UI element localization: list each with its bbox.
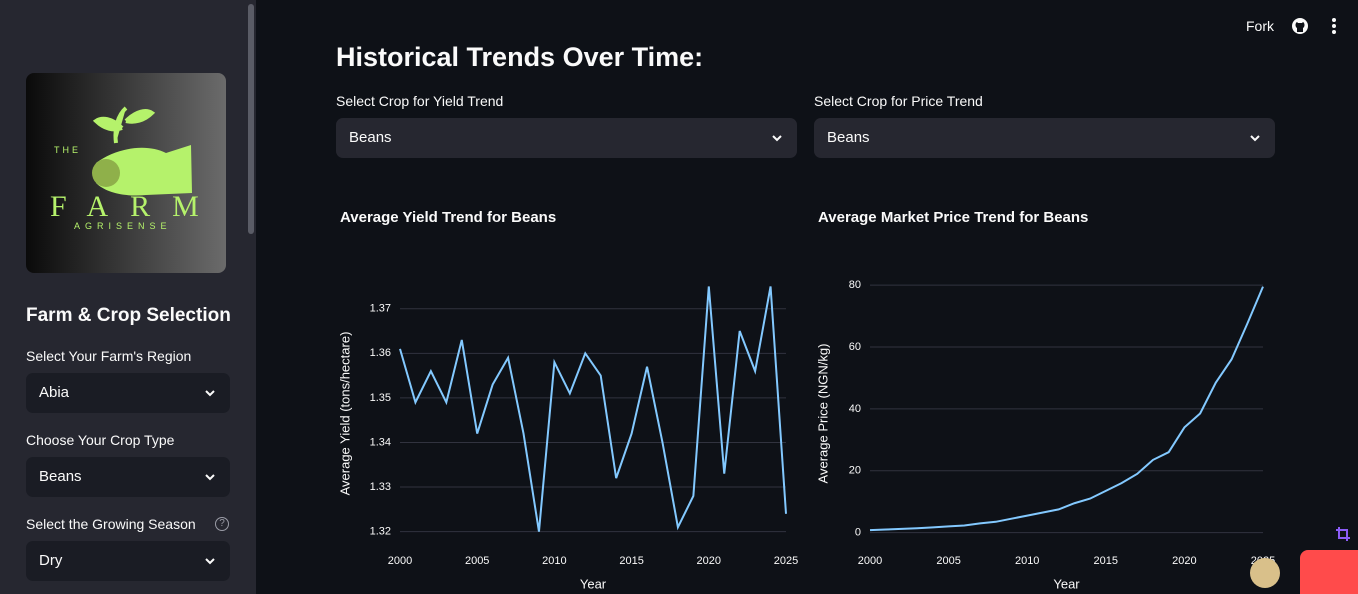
- x-tick-label: 2010: [1015, 555, 1039, 567]
- chart-title: Average Yield Trend for Beans: [340, 209, 556, 226]
- yield-select-label: Select Crop for Yield Trend: [336, 93, 504, 109]
- crop-select[interactable]: Beans: [26, 457, 230, 497]
- scrollbar[interactable]: [248, 4, 254, 234]
- x-tick-label: 2000: [858, 555, 882, 567]
- fork-button[interactable]: Fork: [1246, 18, 1274, 34]
- x-tick-label: 2020: [697, 555, 721, 567]
- y-axis-label: Average Yield (tons/hectare): [337, 332, 352, 496]
- chevron: [205, 558, 215, 565]
- season-value: Dry: [39, 552, 63, 569]
- sidebar: THE FARM AGRISENSE Farm & Crop Selection…: [0, 0, 256, 594]
- x-tick-label: 2025: [774, 555, 798, 567]
- region-label: Select Your Farm's Region: [26, 348, 192, 364]
- logo-tagline: AGRISENSE: [74, 221, 172, 231]
- y-tick-label: 1.32: [370, 526, 391, 538]
- logo: THE FARM AGRISENSE: [26, 73, 226, 273]
- chevron: [205, 474, 215, 481]
- chevron: [205, 390, 215, 397]
- page-title: Historical Trends Over Time:: [336, 42, 704, 72]
- y-tick-label: 1.35: [370, 392, 391, 404]
- region-value: Abia: [39, 384, 70, 401]
- status-badge[interactable]: [1300, 550, 1358, 594]
- yield-crop-value: Beans: [349, 129, 392, 146]
- logo-name: FARM: [50, 190, 221, 223]
- y-tick-label: 60: [849, 341, 861, 353]
- x-tick-label: 2000: [388, 555, 412, 567]
- price-select-label: Select Crop for Price Trend: [814, 93, 983, 109]
- chevron: [1250, 135, 1260, 142]
- menu-icon[interactable]: [1328, 17, 1340, 35]
- season-select[interactable]: Dry: [26, 541, 230, 581]
- y-tick-label: 80: [849, 279, 861, 291]
- season-label: Select the Growing Season: [26, 516, 196, 532]
- price-crop-value: Beans: [827, 129, 870, 146]
- region-select[interactable]: Abia: [26, 373, 230, 413]
- chevron: [772, 135, 782, 142]
- y-tick-label: 0: [855, 527, 861, 539]
- x-tick-label: 2015: [619, 555, 643, 567]
- x-tick-label: 2005: [936, 555, 960, 567]
- y-tick-label: 20: [849, 465, 861, 477]
- x-tick-label: 2020: [1172, 555, 1196, 567]
- chart-title: Average Market Price Trend for Beans: [818, 209, 1088, 226]
- x-tick-label: 2010: [542, 555, 566, 567]
- crop-tool-icon[interactable]: [1335, 526, 1351, 542]
- x-tick-label: 2015: [1094, 555, 1118, 567]
- price-crop-select[interactable]: Beans: [814, 118, 1275, 158]
- yield-crop-select[interactable]: Beans: [336, 118, 797, 158]
- help-icon[interactable]: ?: [215, 517, 229, 531]
- x-axis-label: Year: [580, 576, 607, 591]
- y-tick-label: 1.33: [370, 481, 391, 493]
- x-tick-label: 2005: [465, 555, 489, 567]
- y-tick-label: 1.36: [370, 347, 391, 359]
- crop-value: Beans: [39, 468, 82, 485]
- logo-top: THE: [54, 145, 81, 155]
- y-tick-label: 1.37: [370, 303, 391, 315]
- x-axis-label: Year: [1053, 576, 1080, 591]
- avatar[interactable]: [1250, 558, 1280, 588]
- y-tick-label: 40: [849, 403, 861, 415]
- crop-label: Choose Your Crop Type: [26, 432, 175, 448]
- y-axis-label: Average Price (NGN/kg): [815, 344, 830, 484]
- y-tick-label: 1.34: [370, 436, 391, 448]
- github-icon[interactable]: [1291, 17, 1309, 35]
- sidebar-title: Farm & Crop Selection: [26, 305, 231, 326]
- data-line: [399, 286, 787, 532]
- data-line: [869, 286, 1264, 532]
